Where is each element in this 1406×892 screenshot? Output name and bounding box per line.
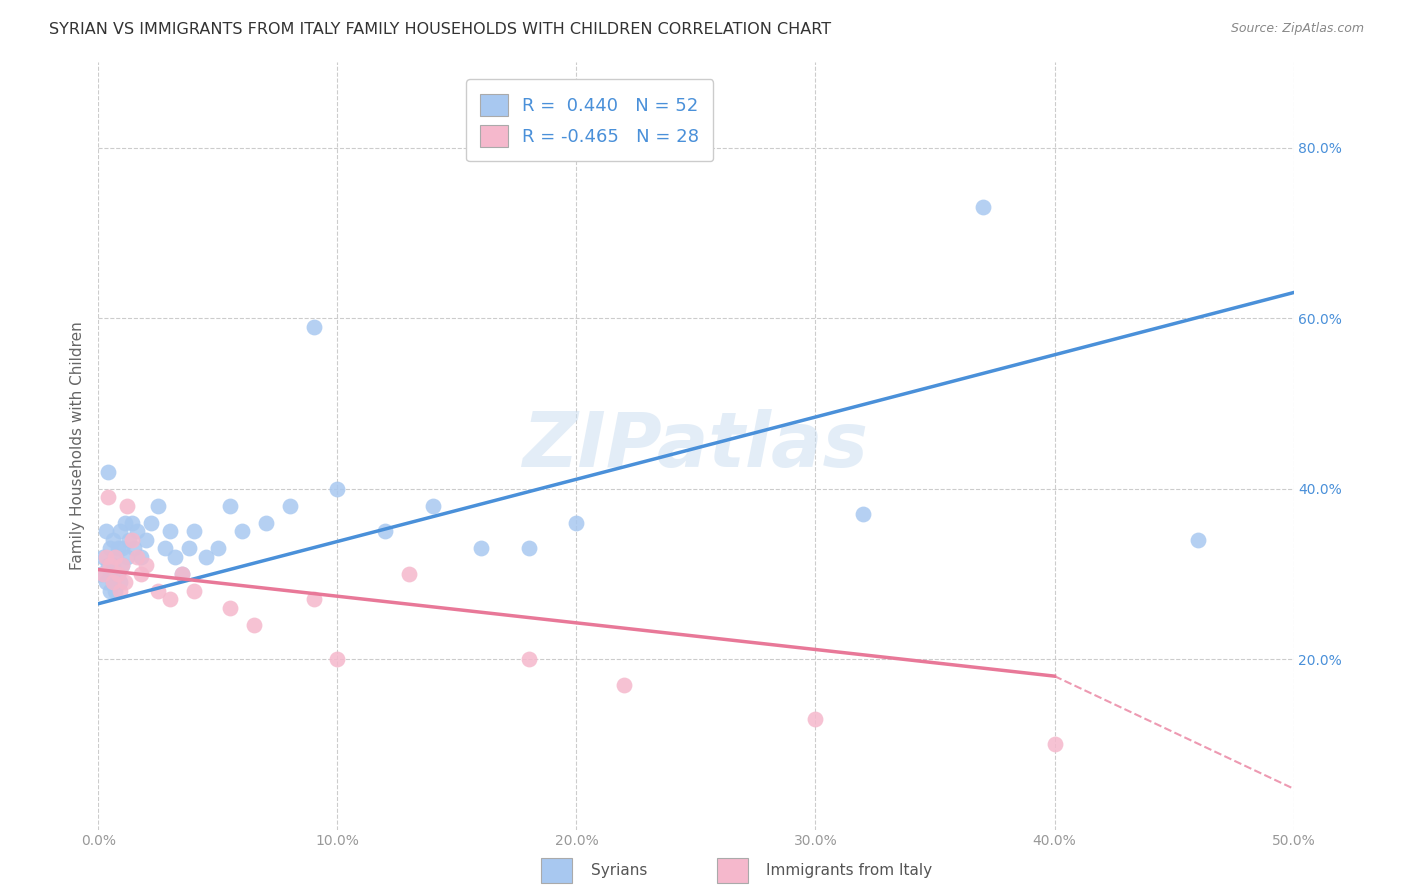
Point [179, 541, 201, 556]
Point [172, 566, 194, 581]
Point [422, 499, 444, 513]
Point [104, 549, 127, 564]
Point [94, 575, 117, 590]
Point [159, 592, 181, 607]
Point [613, 678, 636, 692]
Point [254, 516, 277, 530]
Point [111, 558, 134, 573]
Point [219, 601, 242, 615]
Point [302, 592, 325, 607]
Point [470, 541, 492, 556]
Point [97, 558, 120, 573]
Point [111, 541, 134, 556]
Point [108, 524, 131, 539]
Point [1187, 533, 1209, 547]
Point [115, 549, 138, 564]
Point [243, 618, 266, 632]
Text: Source: ZipAtlas.com: Source: ZipAtlas.com [1230, 22, 1364, 36]
Point [219, 499, 242, 513]
Point [108, 583, 131, 598]
Point [155, 541, 177, 556]
Point [326, 652, 349, 666]
Text: Immigrants from Italy: Immigrants from Italy [766, 863, 932, 878]
Point [94, 524, 117, 539]
Point [108, 575, 131, 590]
Point [91, 549, 114, 564]
Point [104, 583, 127, 598]
Point [804, 712, 827, 726]
Point [111, 558, 134, 573]
Point [101, 533, 124, 547]
Legend: R =  0.440   N = 52, R = -0.465   N = 28: R = 0.440 N = 52, R = -0.465 N = 28 [465, 79, 713, 161]
Point [183, 583, 205, 598]
Point [104, 549, 127, 564]
Point [139, 516, 162, 530]
Text: ZIPatlas: ZIPatlas [523, 409, 869, 483]
Point [195, 549, 218, 564]
Text: Syrians: Syrians [591, 863, 647, 878]
Point [148, 499, 170, 513]
Point [124, 541, 146, 556]
Point [114, 575, 136, 590]
Point [231, 524, 253, 539]
Point [97, 490, 120, 504]
Point [101, 575, 124, 590]
Point [94, 549, 117, 564]
Point [107, 541, 129, 556]
Point [90, 566, 112, 581]
Point [107, 566, 129, 581]
Point [107, 566, 129, 581]
Point [115, 499, 138, 513]
Point [374, 524, 396, 539]
Point [148, 583, 170, 598]
Point [135, 533, 157, 547]
Point [852, 507, 875, 521]
Point [207, 541, 229, 556]
Point [1043, 737, 1066, 751]
Point [278, 499, 301, 513]
Point [98, 558, 122, 573]
Point [172, 566, 194, 581]
Point [517, 541, 540, 556]
Point [98, 541, 122, 556]
Point [91, 566, 114, 581]
Point [398, 566, 420, 581]
Point [118, 533, 141, 547]
Point [517, 652, 540, 666]
Point [131, 549, 153, 564]
Point [183, 524, 205, 539]
Point [98, 583, 122, 598]
Point [135, 558, 157, 573]
Point [125, 549, 148, 564]
Point [131, 566, 153, 581]
Point [302, 319, 325, 334]
Point [101, 575, 124, 590]
Point [121, 516, 143, 530]
Point [972, 200, 994, 214]
Point [101, 558, 124, 573]
Y-axis label: Family Households with Children: Family Households with Children [69, 322, 84, 570]
Point [565, 516, 588, 530]
Point [121, 533, 143, 547]
Point [98, 566, 122, 581]
Point [159, 524, 181, 539]
Text: SYRIAN VS IMMIGRANTS FROM ITALY FAMILY HOUSEHOLDS WITH CHILDREN CORRELATION CHAR: SYRIAN VS IMMIGRANTS FROM ITALY FAMILY H… [49, 22, 831, 37]
Point [125, 524, 148, 539]
Point [163, 549, 186, 564]
Point [97, 465, 120, 479]
Point [114, 516, 136, 530]
Point [326, 482, 349, 496]
